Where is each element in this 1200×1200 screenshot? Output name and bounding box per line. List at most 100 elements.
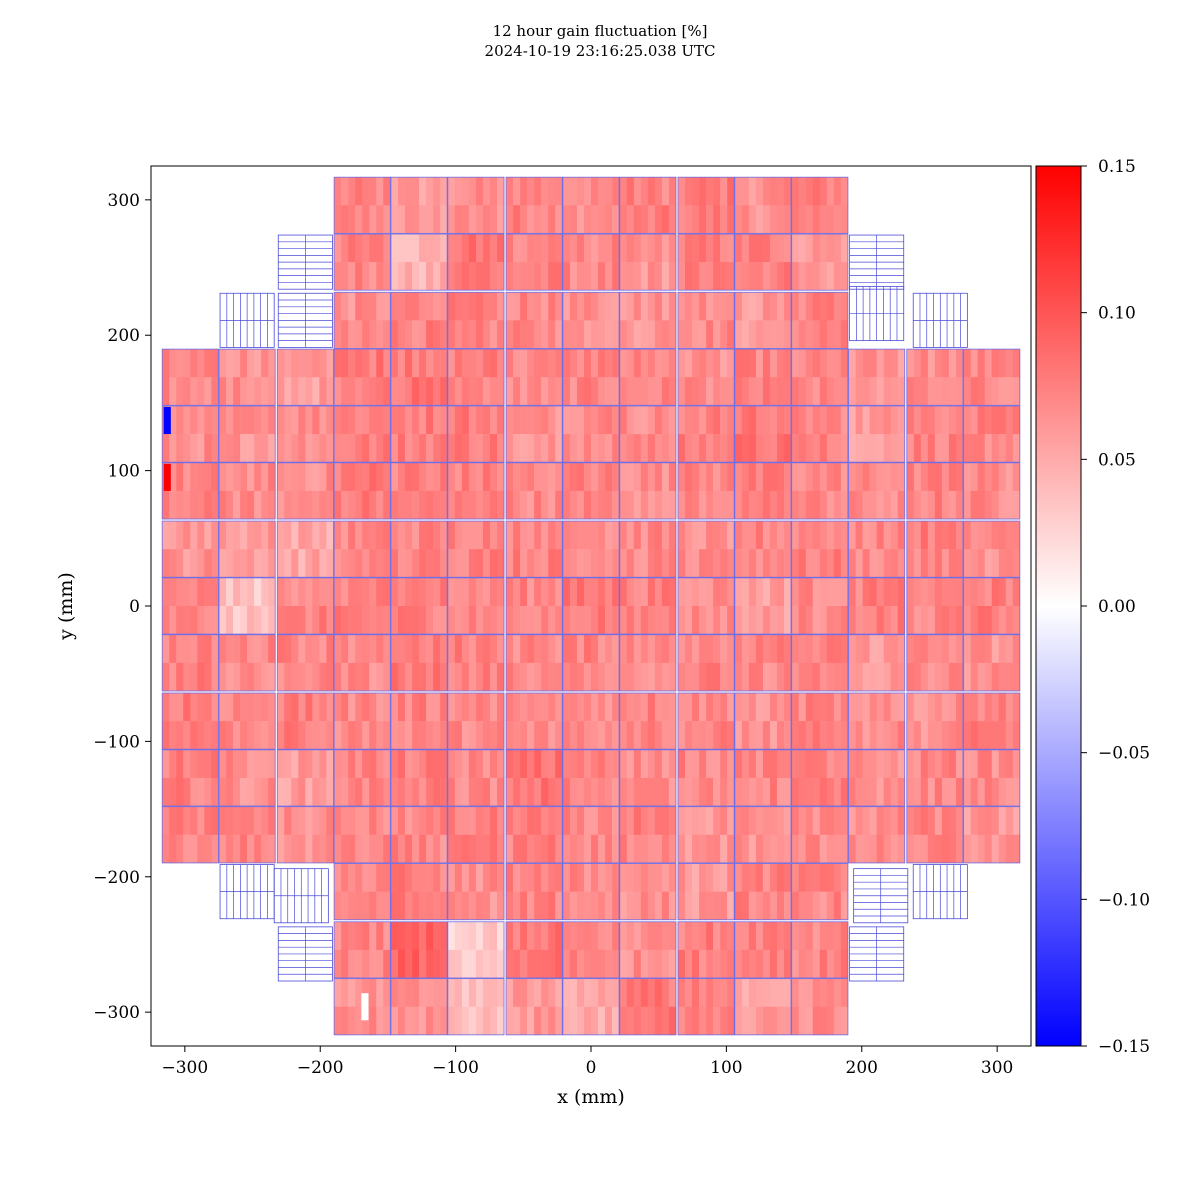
- pixel-cell: [934, 349, 943, 378]
- pixel-cell: [291, 577, 299, 607]
- module: [505, 462, 563, 520]
- pixel-cell: [805, 806, 814, 836]
- module-border: [791, 634, 849, 692]
- pixel-cell: [963, 777, 971, 807]
- pixel-cell: [341, 434, 349, 463]
- pixel-cell: [576, 921, 585, 951]
- module: [677, 348, 735, 406]
- pixel-cell: [412, 949, 420, 979]
- pixel-cell: [362, 606, 370, 635]
- pixel-cell: [1005, 405, 1014, 435]
- pixel-cell: [654, 863, 663, 892]
- module: [848, 634, 906, 692]
- pixel-cell: [513, 692, 521, 722]
- pixel-cell: [934, 549, 943, 578]
- pixel-cell: [920, 721, 929, 750]
- pixel-cell: [569, 349, 578, 378]
- pixel-cell: [362, 834, 370, 864]
- pixel-cell: [798, 949, 807, 979]
- pixel-cell: [941, 606, 950, 635]
- pixel-cell: [475, 205, 484, 234]
- pixel-cell: [640, 721, 649, 750]
- pixel-cell: [755, 1006, 764, 1036]
- pixel-cell: [598, 606, 606, 635]
- pixel-cell: [496, 891, 505, 921]
- pixel-cell: [755, 921, 764, 951]
- module: [906, 692, 964, 750]
- pixel-cell: [612, 606, 620, 635]
- pixel-cell: [541, 490, 549, 520]
- pixel-cell: [390, 521, 399, 550]
- pixel-cell: [769, 292, 778, 321]
- pixel-cell: [534, 577, 542, 607]
- pixel-cell: [819, 863, 828, 892]
- pixel-cell: [369, 292, 377, 321]
- pixel-cell: [640, 662, 649, 692]
- module: [734, 749, 792, 807]
- pixel-cell: [369, 606, 377, 635]
- pixel-cell: [840, 405, 849, 435]
- pixel-cell: [506, 921, 514, 951]
- pixel-cell: [369, 921, 377, 951]
- pixel-cell: [433, 777, 441, 807]
- pixel-cell: [1012, 721, 1021, 750]
- pixel-cell: [598, 262, 606, 291]
- pixel-cell: [826, 978, 835, 1008]
- pixel-cell: [534, 462, 542, 492]
- pixel-cell: [762, 806, 771, 836]
- pixel-cell: [812, 721, 821, 750]
- module: [619, 863, 677, 921]
- pixel-cell: [977, 721, 986, 750]
- module-border: [848, 348, 906, 406]
- pixel-cell: [376, 806, 384, 836]
- colorbar: 0.150.100.050.00−0.05−0.10−0.15: [1035, 157, 1150, 1057]
- pixel-cell: [805, 434, 814, 463]
- module-border: [791, 462, 849, 520]
- pixel-cell: [605, 834, 613, 864]
- pixel-cell: [541, 863, 549, 892]
- module: [791, 978, 849, 1036]
- pixel-cell: [762, 521, 771, 550]
- pixel-cell: [685, 692, 693, 722]
- pixel-cell: [984, 521, 993, 550]
- pixel-cell: [468, 405, 477, 435]
- module: [963, 462, 1021, 520]
- pixel-cell: [268, 490, 276, 520]
- pixel-cell: [1012, 521, 1021, 550]
- pixel-cell: [769, 634, 778, 664]
- pixel-cell: [934, 606, 943, 635]
- pixel-cell: [527, 434, 535, 463]
- pixel-cell: [748, 292, 757, 321]
- pixel-cell: [748, 863, 757, 892]
- pixel-cell: [677, 891, 686, 921]
- pixel-cell: [461, 292, 470, 321]
- pixel-cell: [383, 891, 391, 921]
- pixel-cell: [369, 521, 377, 550]
- pixel-cell: [355, 662, 363, 692]
- pixel-cell: [869, 692, 877, 722]
- pixel-cell: [461, 262, 470, 291]
- pixel-cell: [862, 777, 870, 807]
- pixel-cell: [183, 377, 191, 406]
- pixel-cell: [513, 177, 521, 206]
- pixel-cell: [312, 834, 320, 864]
- pixel-cell: [605, 234, 613, 263]
- pixel-cell: [355, 205, 363, 234]
- pixel-cell: [598, 205, 606, 234]
- module-border: [218, 405, 276, 463]
- module: [447, 462, 505, 520]
- module: [734, 921, 792, 979]
- pixel-cell: [312, 806, 320, 836]
- module: [963, 806, 1021, 864]
- pixel-cell: [341, 205, 349, 234]
- pixel-cell: [699, 320, 707, 349]
- pixel-cell: [798, 978, 807, 1008]
- pixel-cell: [776, 606, 785, 635]
- pixel-cell: [475, 521, 484, 550]
- pixel-cell: [706, 205, 714, 234]
- pixel-cell: [826, 891, 835, 921]
- pixel-cell: [454, 320, 463, 349]
- pixel-cell: [461, 834, 470, 864]
- pixel-cell: [541, 692, 549, 722]
- module-border: [677, 978, 735, 1036]
